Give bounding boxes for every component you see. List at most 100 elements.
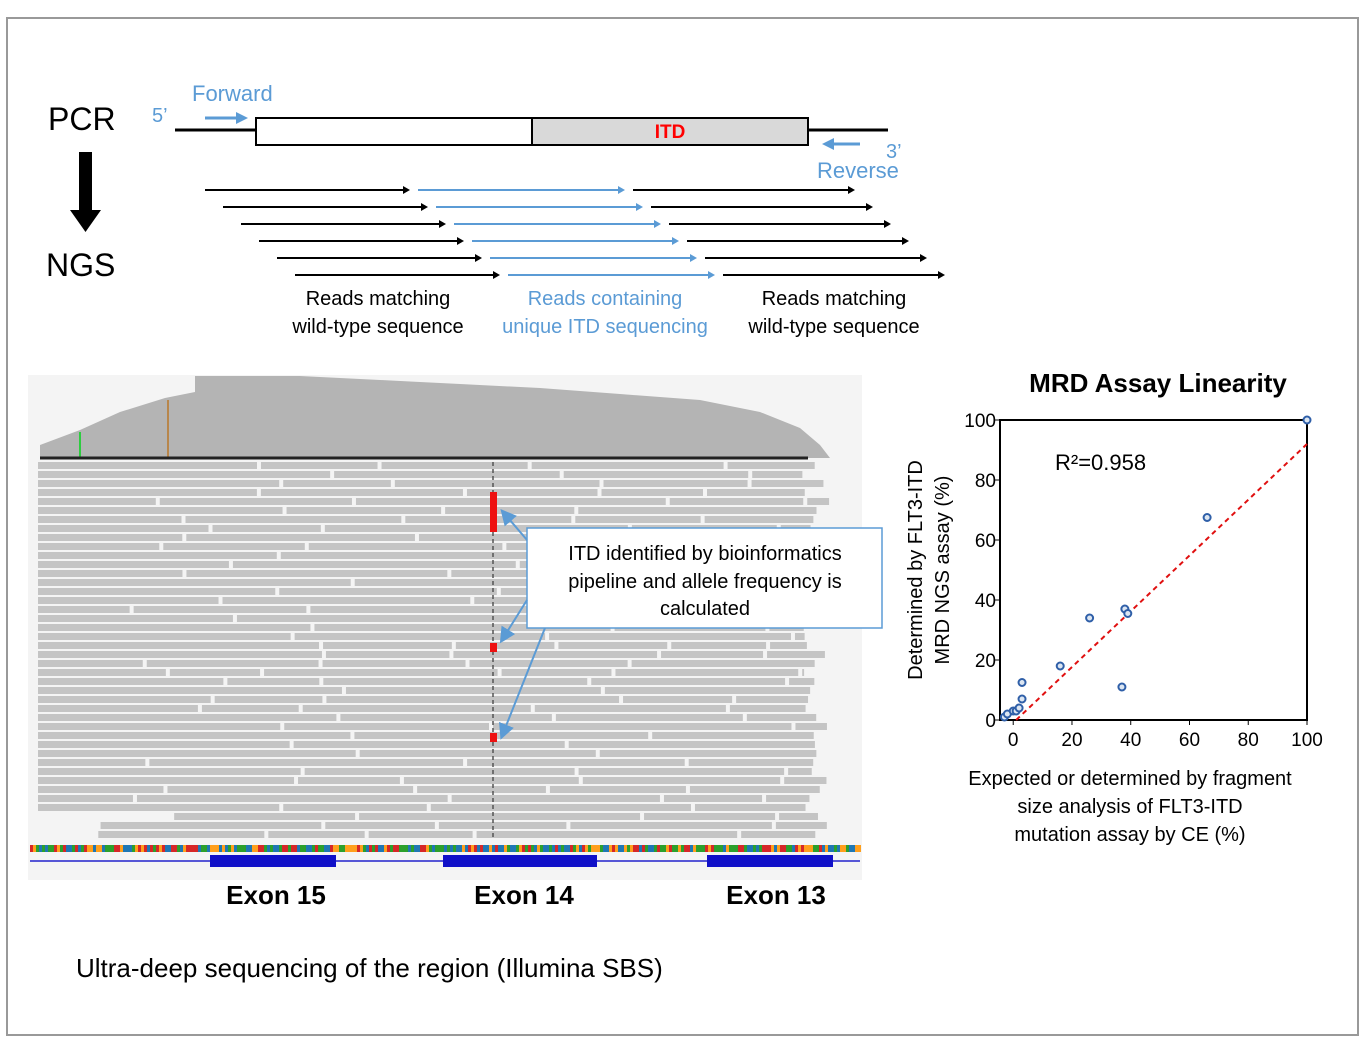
scatter-chart: MRD Assay Linearity R²=0.958 Determined …: [905, 368, 1323, 846]
base: [453, 845, 456, 852]
base: [207, 845, 210, 852]
base: [342, 845, 345, 852]
base: [690, 845, 693, 852]
exon-label: Exon 13: [726, 880, 826, 910]
base: [621, 845, 624, 852]
base: [732, 845, 735, 852]
read: [323, 642, 452, 649]
base: [246, 845, 249, 852]
read: [663, 795, 763, 802]
read: [286, 507, 442, 514]
base: [174, 845, 177, 852]
read: [38, 624, 311, 631]
read: [578, 507, 817, 514]
read: [368, 831, 473, 838]
base: [381, 845, 384, 852]
base: [669, 845, 672, 852]
base: [489, 845, 492, 852]
y-tick-label: 40: [975, 591, 996, 612]
base: [765, 845, 768, 852]
read: [501, 669, 612, 676]
read: [784, 777, 827, 784]
base: [462, 845, 465, 852]
reads-middle: Reads containing: [528, 288, 683, 310]
read: [38, 588, 276, 595]
read: [604, 687, 811, 694]
base: [408, 845, 411, 852]
base: [666, 845, 669, 852]
exon-label: Exon 14: [474, 880, 574, 910]
reads-right: Reads matching: [762, 288, 907, 310]
itd-mark: [490, 643, 497, 652]
read: [38, 777, 295, 784]
x-tick-label: 0: [1008, 730, 1019, 751]
read: [260, 489, 463, 496]
base: [348, 845, 351, 852]
base: [813, 845, 816, 852]
read: [631, 660, 815, 667]
read: [212, 525, 321, 532]
plot-frame: [999, 419, 1308, 721]
read: [322, 660, 466, 667]
base: [405, 845, 408, 852]
read-head: [439, 220, 446, 228]
base: [180, 845, 183, 852]
base: [258, 845, 261, 852]
base: [525, 845, 528, 852]
base: [444, 845, 447, 852]
base: [432, 845, 435, 852]
read: [355, 498, 666, 505]
base: [798, 845, 801, 852]
read: [174, 813, 356, 820]
base: [654, 845, 657, 852]
base: [162, 845, 165, 852]
base: [60, 845, 63, 852]
base: [747, 845, 750, 852]
read: [38, 462, 257, 469]
base: [651, 845, 654, 852]
read: [688, 759, 814, 766]
base: [183, 845, 186, 852]
read: [227, 678, 320, 685]
base: [99, 845, 102, 852]
read: [283, 804, 427, 811]
base: [771, 845, 774, 852]
read: [314, 624, 611, 631]
x-axis-label: Expected or determined by fragment: [968, 768, 1292, 790]
base: [825, 845, 828, 852]
base: [714, 845, 717, 852]
read: [98, 831, 265, 838]
read-head: [493, 271, 500, 279]
base: [423, 845, 426, 852]
base: [168, 845, 171, 852]
base: [219, 845, 222, 852]
base: [786, 845, 789, 852]
base: [228, 845, 231, 852]
base: [480, 845, 483, 852]
base: [426, 845, 429, 852]
base: [339, 845, 342, 852]
point: [1202, 513, 1212, 522]
reads-middle: unique ITD sequencing: [502, 316, 708, 338]
base: [90, 845, 93, 852]
itd-box: [531, 117, 809, 146]
base: [549, 845, 552, 852]
base: [387, 845, 390, 852]
base: [372, 845, 375, 852]
read: [236, 615, 528, 622]
read: [652, 732, 814, 739]
base: [657, 845, 660, 852]
trend-line: [1015, 443, 1308, 721]
base: [510, 845, 513, 852]
x-tick-label: 60: [1179, 730, 1200, 751]
forward-label: Forward: [192, 81, 273, 106]
read: [770, 642, 807, 649]
base: [672, 845, 675, 852]
read: [531, 462, 724, 469]
read: [304, 768, 575, 775]
base: [204, 845, 207, 852]
base: [186, 845, 189, 852]
read: [445, 507, 575, 514]
frame: [6, 17, 1359, 1036]
read: [186, 570, 448, 577]
